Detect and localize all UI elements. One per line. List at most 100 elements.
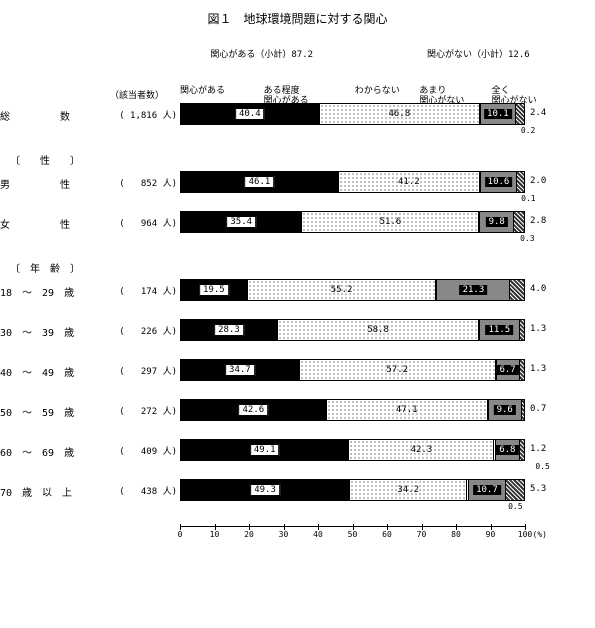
bar-row: 18 ～ 29 歳( 174 人) 19.5 55.2 21.3 4.0: [0, 276, 565, 304]
bar-row: 60 ～ 69 歳( 409 人)49.142.36.81.20.5: [0, 436, 565, 464]
row-count: ( 852 人): [105, 176, 177, 189]
tick-label: 0: [178, 530, 183, 539]
bar-segment: 6.8: [496, 440, 519, 460]
chart-page: 図１ 地球環境問題に対する関心 関心がある（小計）87.2 関心がない（小計）1…: [0, 0, 595, 628]
bar-segment: 42.3: [349, 440, 494, 460]
stacked-bar: 35.451.69.8: [180, 211, 525, 233]
end-value: 4.0: [530, 284, 546, 294]
row-count: ( 297 人): [105, 364, 177, 377]
segment-value: 21.3: [460, 285, 488, 295]
segment-value: 58.8: [367, 325, 389, 335]
x-axis: 0102030405060708090100(%): [180, 526, 525, 527]
bar-row: 30 ～ 39 歳( 226 人) 28.3 58.8 11.5 1.3: [0, 316, 565, 344]
segment-value: 49.1: [250, 444, 280, 456]
row-count: ( 174 人): [105, 284, 177, 297]
segment-value: 55.2: [331, 285, 353, 295]
bar-segment: 47.1: [327, 400, 488, 420]
segment-value: 10.1: [484, 109, 512, 119]
bar-segment: 10.6: [481, 172, 517, 192]
bar-segment: 34.7: [181, 360, 300, 380]
bar-segment: 35.4: [181, 212, 302, 232]
row-count: ( 409 人): [105, 444, 177, 457]
row-label: 50 ～ 59 歳: [0, 404, 105, 419]
segment-value: 6.7: [496, 365, 518, 375]
bar-segment: [520, 440, 524, 460]
segment-value: 34.7: [225, 364, 255, 376]
tick-label: 30: [279, 530, 289, 539]
end-value: 2.0: [530, 176, 546, 186]
segment-value: 40.4: [235, 108, 265, 120]
legend-cat: わからない: [355, 87, 400, 97]
bar-segment: 28.3: [181, 320, 278, 340]
bar-segment: 55.2: [248, 280, 437, 300]
row-count: ( 964 人): [105, 216, 177, 229]
legend-interested-subtotal: 関心がある（小計）87.2: [210, 47, 313, 60]
row-count: ( 1,816 人): [105, 108, 177, 121]
bar-segment: [506, 480, 524, 500]
row-label: 70 歳 以 上: [0, 484, 105, 499]
row-label: 男 性: [0, 176, 105, 191]
stacked-bar: 19.5 55.2 21.3: [180, 279, 525, 301]
row-label: 30 ～ 39 歳: [0, 324, 105, 339]
segment-value: 11.5: [486, 325, 514, 335]
bar-segment: 9.6: [489, 400, 522, 420]
stacked-bar: 49.1 42.3 6.8: [180, 439, 525, 461]
end-value: 0.7: [530, 404, 546, 414]
segment-value: 47.1: [396, 405, 418, 415]
segment-value: 19.5: [199, 284, 229, 296]
stacked-bar: 46.1 41.2 10.6: [180, 171, 525, 193]
tick-label: 60: [382, 530, 392, 539]
tick-label: 80: [451, 530, 461, 539]
axis-unit: (%): [533, 530, 547, 539]
tick-label: 10: [210, 530, 220, 539]
row-label: 女 性: [0, 216, 105, 231]
segment-value: 34.2: [397, 485, 419, 495]
bar-segment: 42.6: [181, 400, 327, 420]
bar-segment: [510, 280, 524, 300]
bar-segment: [520, 360, 524, 380]
end-value: 1.3: [530, 324, 546, 334]
bar-segment: 49.1: [181, 440, 349, 460]
bar-segment: [522, 400, 524, 420]
tick-label: 100: [518, 530, 532, 539]
segment-value: 9.6: [494, 405, 516, 415]
end-value: 1.2: [530, 444, 546, 454]
end-value: 2.8: [530, 216, 546, 226]
bar-row: 50 ～ 59 歳( 272 人)42.647.19.60.7: [0, 396, 565, 424]
legend-cat: 関心がある: [180, 87, 225, 97]
row-count: ( 438 人): [105, 484, 177, 497]
row-count: ( 226 人): [105, 324, 177, 337]
bar-segment: 41.2: [339, 172, 480, 192]
tick-label: 20: [244, 530, 254, 539]
row-label: 18 ～ 29 歳: [0, 284, 105, 299]
bar-segment: 57.2: [300, 360, 496, 380]
end-value: 1.3: [530, 364, 546, 374]
segment-value: 10.7: [473, 485, 501, 495]
segment-value: 42.3: [411, 445, 433, 455]
bar-segment: 49.3: [181, 480, 350, 500]
below-value: 0.5: [508, 502, 522, 511]
segment-value: 46.1: [245, 176, 275, 188]
bar-row: 70 歳 以 上( 438 人)49.334.210.75.30.5: [0, 476, 565, 504]
bar-segment: 10.7: [469, 480, 506, 500]
bar-row: 40 ～ 49 歳( 297 人) 34.7 57.26.7 1.3: [0, 356, 565, 384]
bar-segment: [520, 320, 524, 340]
bar-row: 女 性( 964 人)35.451.69.82.80.3: [0, 208, 565, 236]
segment-value: 6.8: [496, 445, 518, 455]
row-label: 40 ～ 49 歳: [0, 364, 105, 379]
bar-segment: 21.3: [437, 280, 510, 300]
row-label: 総 数: [0, 108, 105, 123]
bar-segment: 34.2: [350, 480, 467, 500]
bar-segment: 6.7: [497, 360, 520, 380]
row-label: 60 ～ 69 歳: [0, 444, 105, 459]
below-value: 0.2: [521, 126, 535, 135]
tick-label: 70: [417, 530, 427, 539]
bar-row: 総 数( 1,816 人)40.446.810.12.40.2: [0, 100, 565, 128]
bar-segment: [516, 104, 524, 124]
segment-value: 10.6: [485, 177, 513, 187]
bar-segment: 10.1: [481, 104, 516, 124]
bar-segment: 11.5: [480, 320, 519, 340]
end-value: 2.4: [530, 108, 546, 118]
segment-value: 46.8: [388, 109, 410, 119]
chart-title: 図１ 地球環境問題に対する関心: [15, 10, 580, 27]
